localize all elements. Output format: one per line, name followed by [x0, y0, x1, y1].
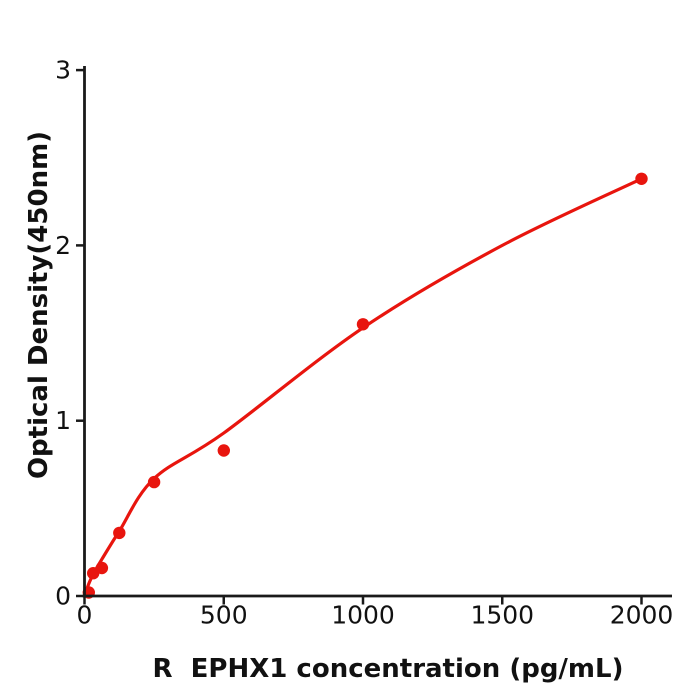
data-point	[635, 172, 648, 185]
data-point	[217, 444, 230, 457]
y-tick-label: 0	[55, 582, 71, 611]
x-axis-title: R EPHX1 concentration (pg/mL)	[153, 654, 624, 684]
y-tick-label: 3	[55, 56, 71, 85]
data-point	[113, 526, 126, 540]
x-tick-label: 1000	[331, 601, 395, 630]
data-point	[147, 475, 161, 489]
plot-area: 0 500 1000 1500 2000 0 1 2 3	[55, 56, 673, 630]
y-tick-label: 1	[55, 406, 71, 435]
y-tick-label: 2	[55, 231, 71, 260]
x-tick-label: 2000	[610, 601, 674, 630]
x-tick-label: 0	[77, 601, 93, 630]
data-point	[356, 318, 370, 331]
x-tick-label: 500	[200, 601, 248, 630]
fit-curve	[82, 177, 644, 598]
x-tick-label: 1500	[470, 601, 534, 630]
y-axis-title: Optical Density(450nm)	[24, 131, 54, 479]
data-point	[95, 561, 109, 575]
